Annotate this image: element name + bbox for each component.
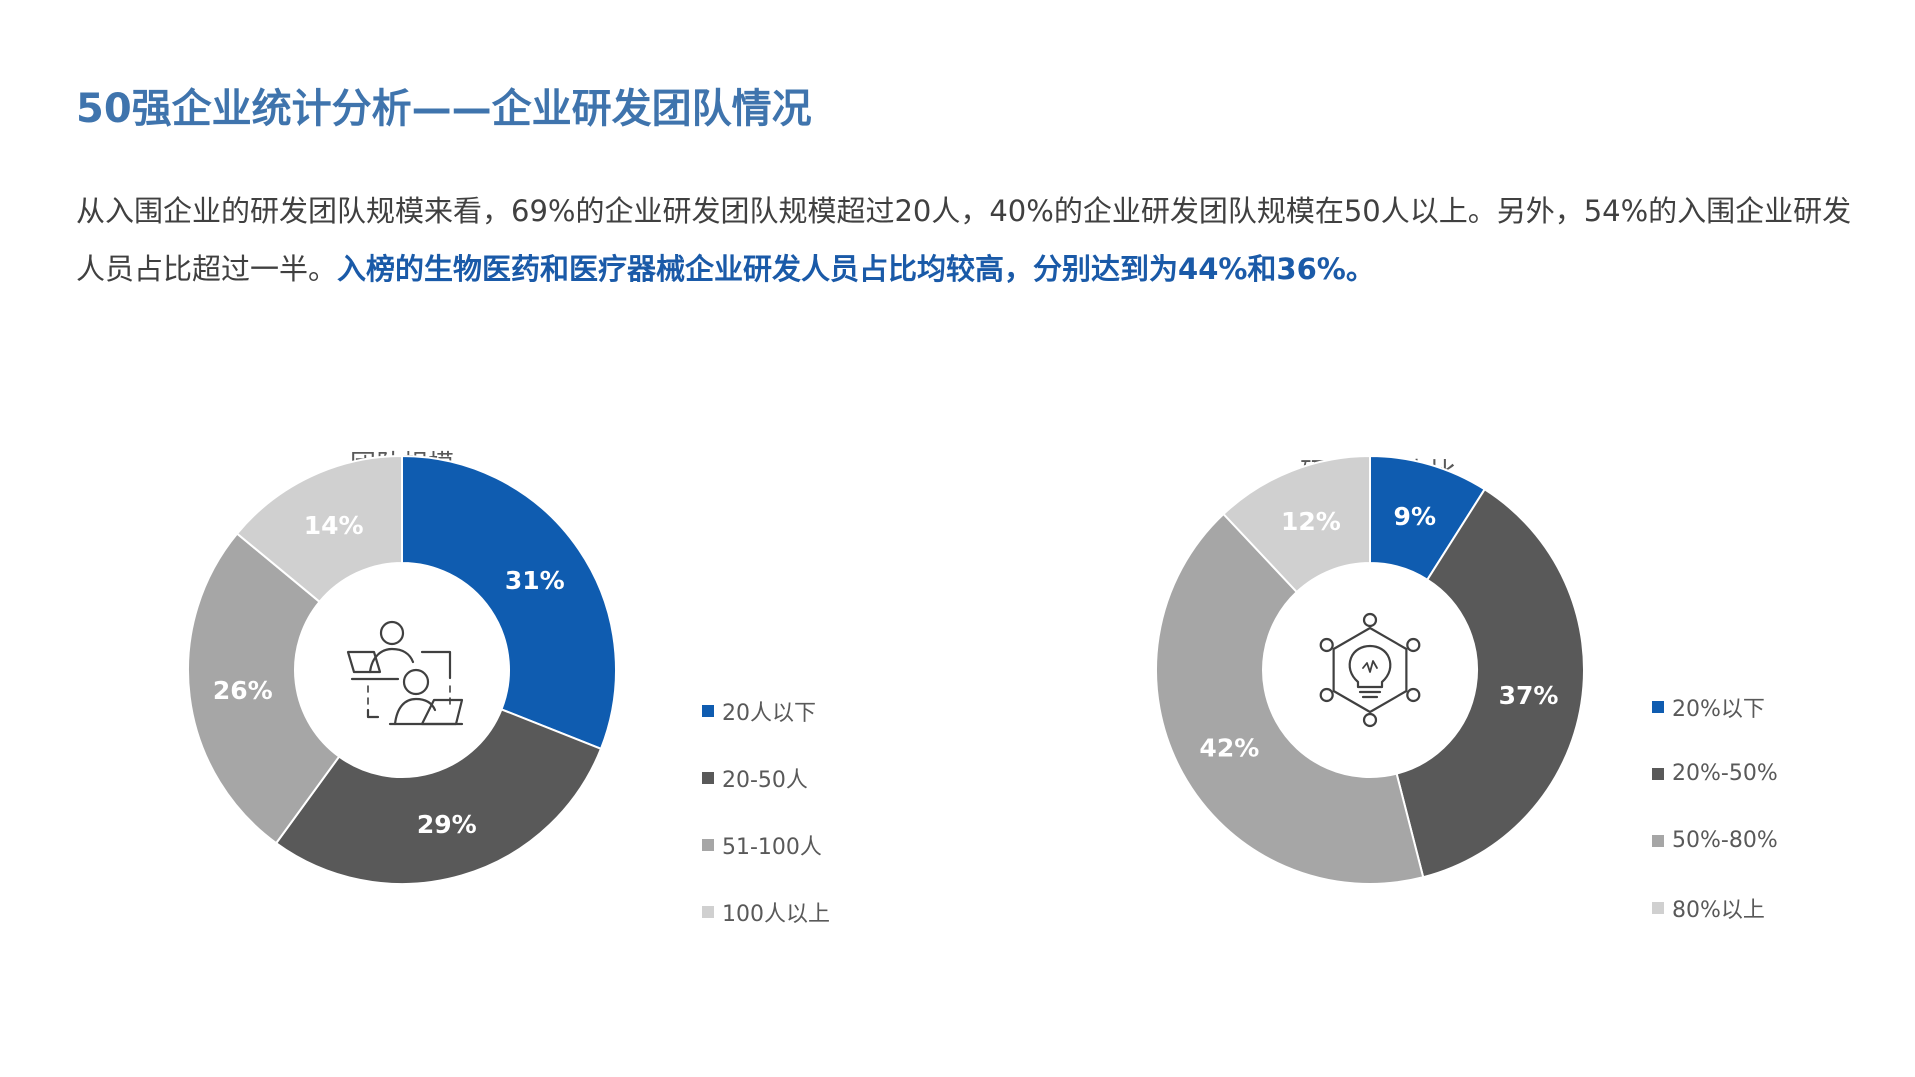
legend-item: 100人以上 bbox=[702, 878, 830, 945]
slice-label: 31% bbox=[505, 566, 565, 595]
donut-slice bbox=[401, 454, 617, 751]
legend-swatch bbox=[702, 838, 714, 851]
donut-chart: 31% 29% 26% 14% bbox=[187, 454, 617, 885]
legend-label: 20%-50% bbox=[1672, 761, 1778, 786]
legend-label: 80%以上 bbox=[1672, 897, 1765, 923]
legend-item: 20%以下 bbox=[1652, 673, 1778, 740]
slice-label: 12% bbox=[1281, 507, 1341, 536]
legend-item: 51-100人 bbox=[702, 811, 830, 878]
summary-highlight: 入榜的生物医药和医疗器械企业研发人员占比均较高，分别达到为44%和36%。 bbox=[337, 252, 1375, 286]
donut-slice bbox=[274, 708, 603, 885]
slice-label: 14% bbox=[304, 511, 364, 540]
page-title: 50强企业统计分析——企业研发团队情况 bbox=[76, 86, 812, 132]
legend-swatch bbox=[702, 704, 714, 717]
legend-item: 20%-50% bbox=[1652, 740, 1778, 807]
legend-item: 50%-80% bbox=[1652, 807, 1778, 874]
legend-swatch bbox=[1652, 767, 1664, 780]
slice-label: 37% bbox=[1499, 681, 1559, 710]
lightbulb-network-icon bbox=[1319, 612, 1421, 728]
legend-label: 20人以下 bbox=[722, 700, 816, 726]
slice-label: 42% bbox=[1199, 733, 1259, 762]
chart-legend: 20%以下 20%-50% 50%-80% 80%以上 bbox=[1652, 673, 1778, 941]
donut-slice bbox=[1222, 454, 1371, 594]
chart-legend: 20人以下 20-50人 51-100人 100人以上 bbox=[702, 677, 830, 945]
legend-label: 20-50人 bbox=[722, 767, 808, 793]
team-size-chart: 团队规模 31%29%26%14% 20人以下20-50人51-100人100人… bbox=[0, 430, 900, 1030]
summary-text: 从入围企业的研发团队规模来看，69%的企业研发团队规模超过20人，40%的企业研… bbox=[76, 194, 1852, 286]
summary-paragraph: 从入围企业的研发团队规模来看，69%的企业研发团队规模超过20人，40%的企业研… bbox=[76, 182, 1866, 298]
legend-swatch bbox=[702, 905, 714, 918]
legend-swatch bbox=[702, 771, 714, 784]
legend-label: 50%-80% bbox=[1672, 828, 1778, 853]
donut-chart: 9% 37% 42% 12% bbox=[1155, 454, 1585, 885]
slice-label: 26% bbox=[213, 676, 273, 705]
legend-item: 20人以下 bbox=[702, 677, 830, 744]
donut-slice bbox=[1155, 512, 1425, 885]
donut-slice bbox=[235, 454, 403, 604]
legend-label: 20%以下 bbox=[1672, 696, 1765, 722]
legend-swatch bbox=[1652, 700, 1664, 713]
legend-swatch bbox=[1652, 834, 1664, 847]
team-at-computers-icon bbox=[346, 620, 464, 726]
legend-swatch bbox=[1652, 901, 1664, 914]
donut-slice bbox=[1395, 487, 1585, 879]
legend-label: 51-100人 bbox=[722, 834, 822, 860]
donut-slice bbox=[187, 532, 341, 845]
legend-item: 20-50人 bbox=[702, 744, 830, 811]
legend-item: 80%以上 bbox=[1652, 874, 1778, 941]
slice-label: 29% bbox=[417, 810, 477, 839]
rd-ratio-chart: 研发人员占比 9%37%42%12% 20%以下20%-50%50%-80%80… bbox=[960, 430, 1860, 1030]
slice-label: 9% bbox=[1394, 502, 1436, 531]
legend-label: 100人以上 bbox=[722, 901, 830, 927]
